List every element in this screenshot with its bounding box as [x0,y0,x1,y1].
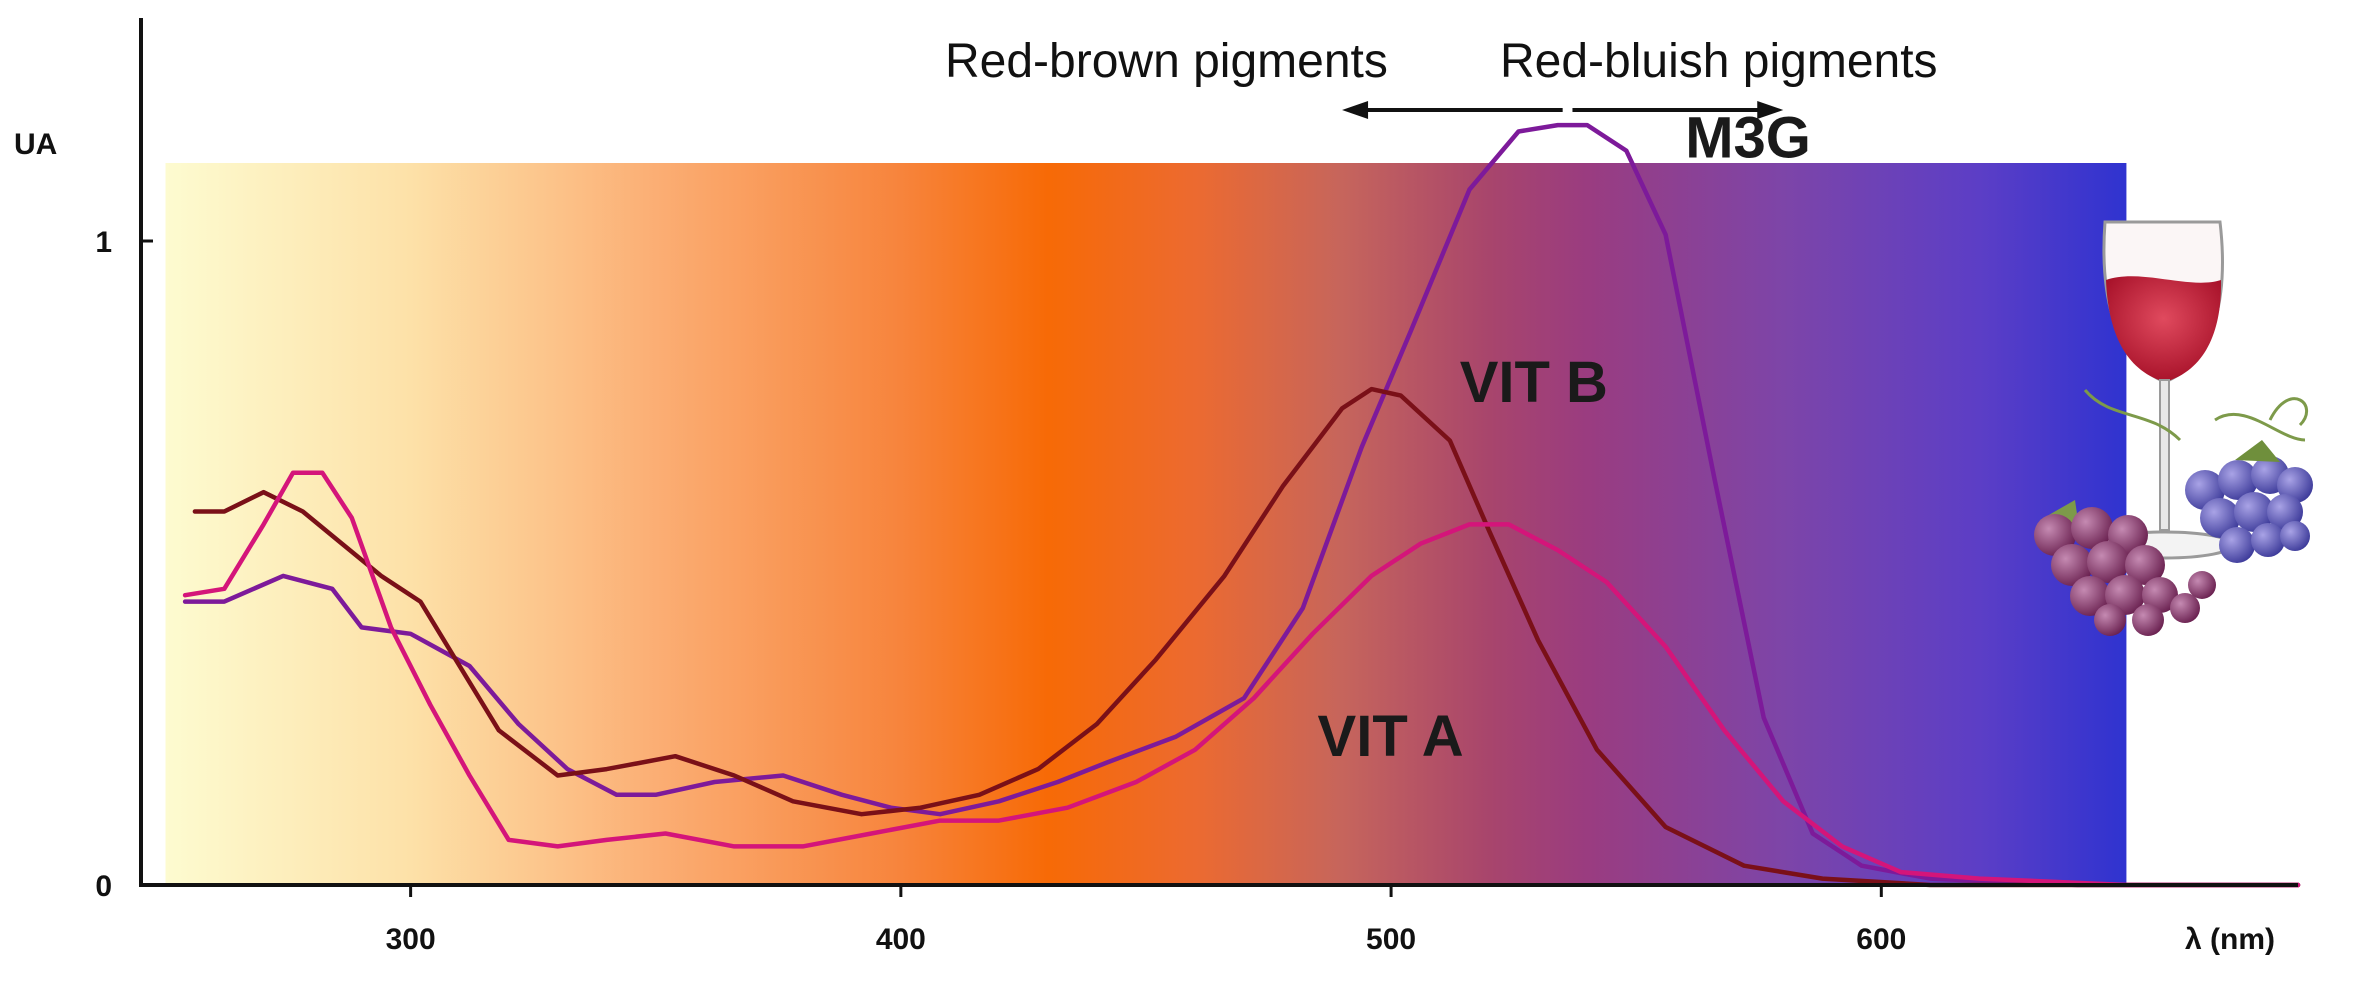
purple-grapes-icon [2034,500,2216,636]
series-line-m3g [182,122,2301,888]
wine-liquid-icon [2106,276,2222,382]
series-layer: M3G VIT B VIT A [182,105,2301,888]
vine-tendril-icon [2083,389,2308,442]
series-line-vit-b [192,386,2301,888]
blue-grapes-icon [2185,440,2313,563]
series-line-vit-a [182,470,2301,888]
series-label-vit-b: VIT B [1460,350,1608,415]
series-label-vit-a: VIT A [1318,704,1464,769]
y-axis-label: UA [14,128,57,161]
x-tick-label: 600 [1856,923,1906,956]
annotation-arrowhead-2 [1757,101,1784,119]
annotation-red-bluish: Red-bluish pigments [1500,35,1938,88]
wine-grapes-illustration [2034,220,2313,636]
wine-glass-stem-icon [2159,379,2170,531]
x-axis-label: λ (nm) [2185,923,2275,956]
x-tick-label: 400 [876,923,926,956]
y-tick-label: 1 [95,226,112,259]
axes [139,18,2298,887]
spectrum-background [165,163,2127,885]
annotation-red-brown: Red-brown pigments [945,35,1388,88]
ticks-layer: 300 400 500 600 0 1 [95,226,1906,956]
y-tick-label: 0 [95,870,112,903]
annotation-arrowhead-1 [1342,101,1369,119]
x-tick-label: 300 [386,923,436,956]
annotations: Red-brown pigments Red-bluish pigments [945,35,1938,119]
series-label-m3g: M3G [1685,105,1811,170]
x-tick-label: 500 [1366,923,1416,956]
